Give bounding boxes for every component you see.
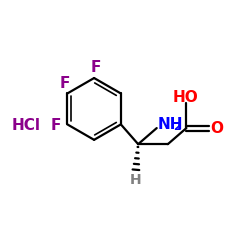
Text: H: H <box>130 173 141 187</box>
Text: F: F <box>90 60 101 75</box>
Text: NH: NH <box>157 117 183 132</box>
Text: HCl: HCl <box>12 118 40 132</box>
Text: F: F <box>51 118 62 133</box>
Text: F: F <box>60 76 70 90</box>
Text: 2: 2 <box>174 122 181 132</box>
Text: HO: HO <box>172 90 198 105</box>
Text: O: O <box>210 120 224 136</box>
